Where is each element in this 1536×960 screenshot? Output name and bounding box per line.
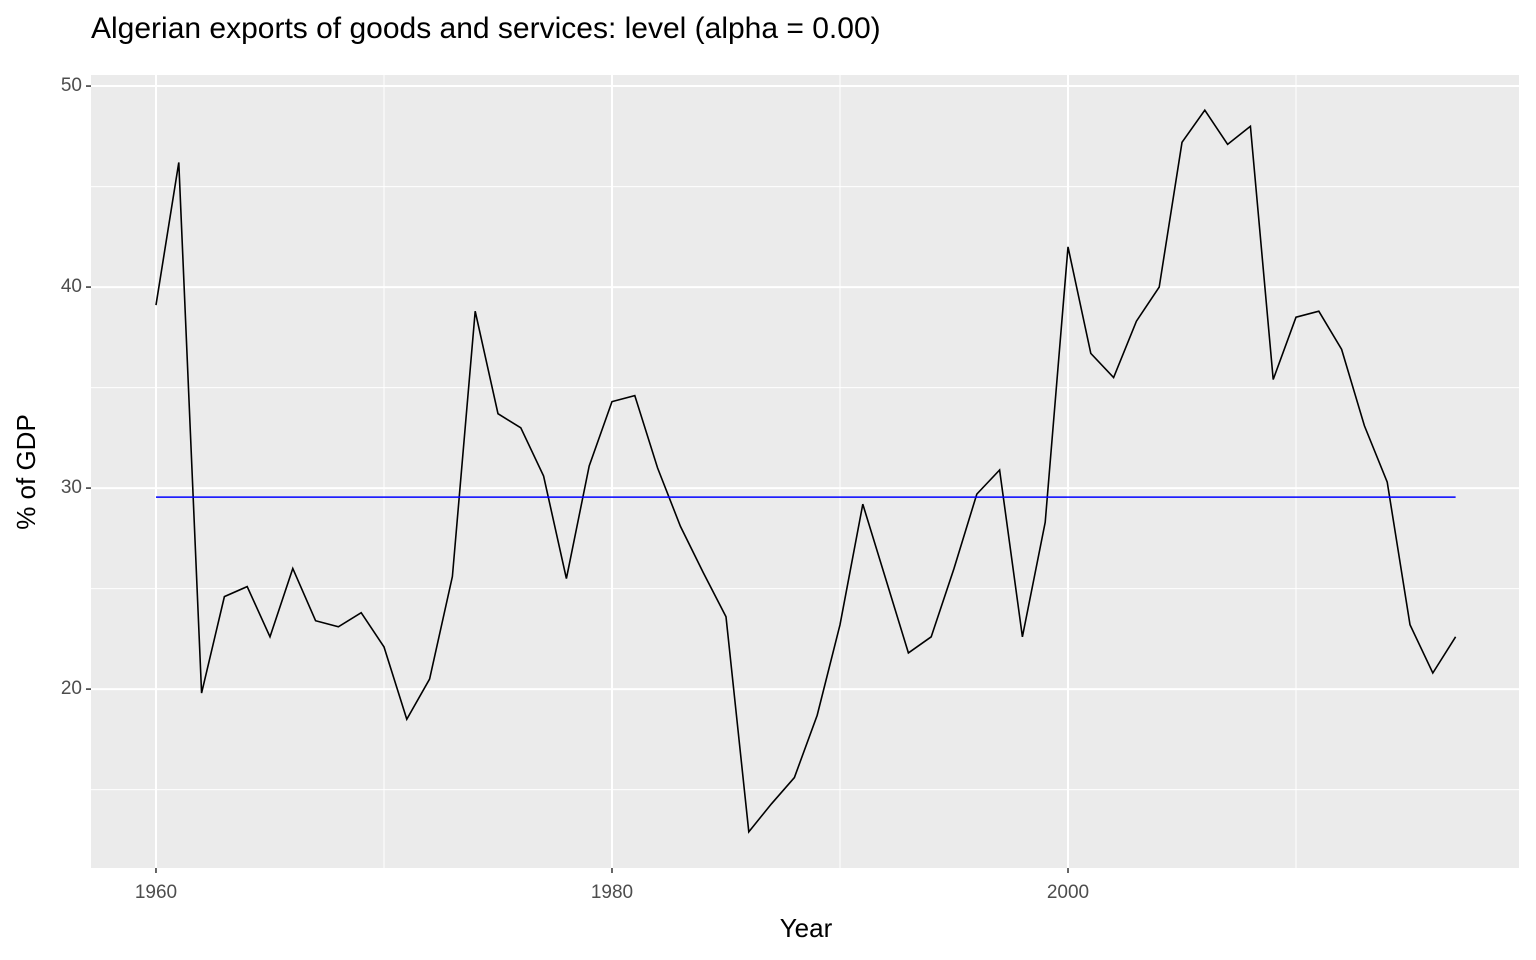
series-line (155, 108, 1457, 834)
x-axis-label: Year (780, 913, 833, 943)
y-tick-label: 30 (61, 477, 82, 498)
y-axis-label: % of GDP (11, 414, 41, 530)
x-tick-label: 1960 (135, 882, 177, 903)
chart-title: Algerian exports of goods and services: … (91, 12, 881, 45)
y-tick-label: 50 (61, 75, 82, 96)
y-tick-label: 40 (61, 276, 82, 297)
x-tick-label: 2000 (1047, 882, 1089, 903)
y-tick-label: 20 (61, 678, 82, 699)
x-tick-label: 1980 (591, 882, 633, 903)
plot-panel (91, 75, 1519, 868)
